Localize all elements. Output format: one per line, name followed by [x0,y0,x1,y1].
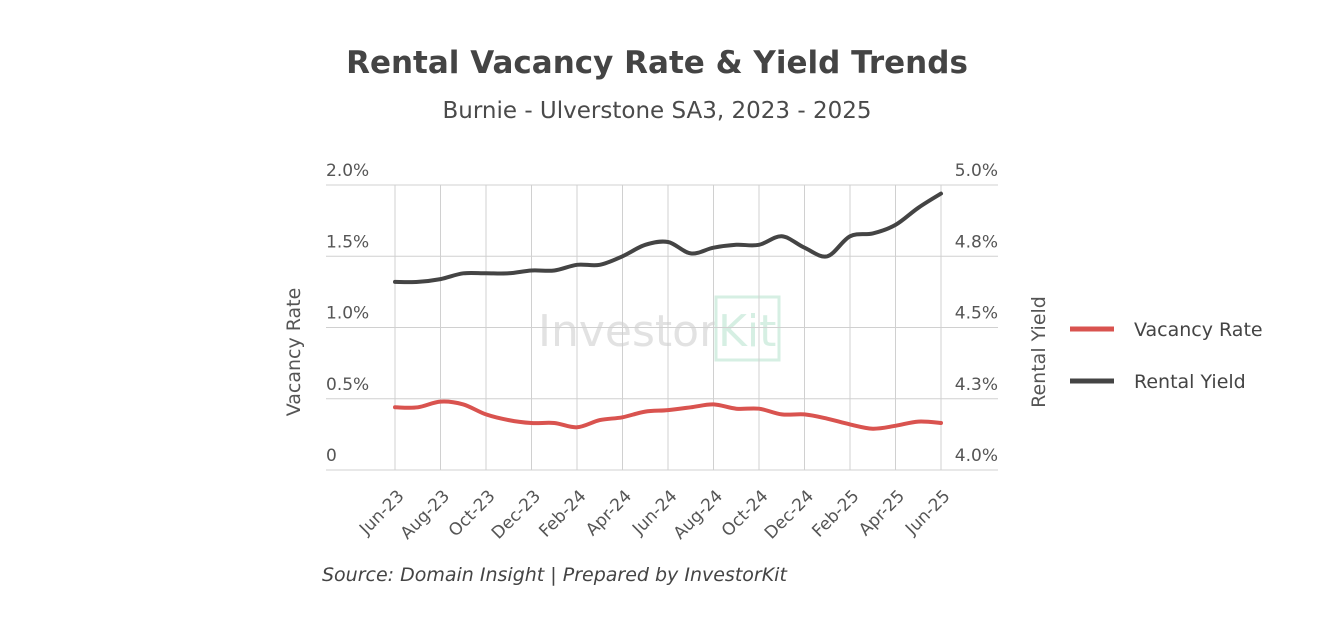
chart-title: Rental Vacancy Rate & Yield Trends [346,45,968,81]
y-right-tick-label: 4.3% [955,375,998,395]
y-right-tick-label: 5.0% [955,161,998,181]
series [393,191,943,431]
legend-label-rental-yield: Rental Yield [1134,371,1246,393]
y-right-tick-label: 4.0% [955,446,998,466]
x-tick-label: Aug-24 [670,486,727,543]
watermark-box [714,295,781,362]
watermark: Investor Kit [538,295,781,362]
x-tick-label: Apr-24 [582,486,636,540]
y-axis-right-title: Rental Yield [1028,296,1050,408]
y-left-tick-label: 1.0% [326,304,369,324]
x-tick-label: Dec-24 [761,486,818,543]
y-right-tick-label: 4.8% [955,232,998,252]
watermark-box-text: Kit [718,306,776,357]
x-tick-label: Feb-24 [535,486,590,541]
x-tick-label: Feb-25 [808,486,863,541]
y-axis-left-title: Vacancy Rate [283,288,305,417]
y-left-tick-label: 2.0% [326,161,369,181]
y-left-tick-label: 0 [326,446,337,466]
y-axis-right-ticks: 4.0% 4.3% 4.5% 4.8% 5.0% [955,161,998,466]
x-axis-ticks: Jun-23Aug-23Oct-23Dec-23Feb-24Apr-24Jun-… [355,486,954,543]
x-tick-label: Dec-23 [488,486,545,543]
legend-label-vacancy-rate: Vacancy Rate [1134,319,1263,341]
legend: Vacancy Rate Rental Yield [1070,319,1263,393]
chart-subtitle: Burnie - Ulverstone SA3, 2023 - 2025 [442,98,871,124]
x-tick-label: Apr-25 [855,486,909,540]
y-right-tick-label: 4.5% [955,304,998,324]
source-note: Source: Domain Insight | Prepared by Inv… [322,564,788,586]
watermark-text: Investor [538,306,718,357]
y-left-tick-label: 0.5% [326,375,369,395]
x-tick-label: Jun-25 [901,486,954,539]
x-tick-label: Aug-23 [397,486,454,543]
y-axis-left-ticks: 0 0.5% 1.0% 1.5% 2.0% [326,161,369,466]
y-left-tick-label: 1.5% [326,232,369,252]
